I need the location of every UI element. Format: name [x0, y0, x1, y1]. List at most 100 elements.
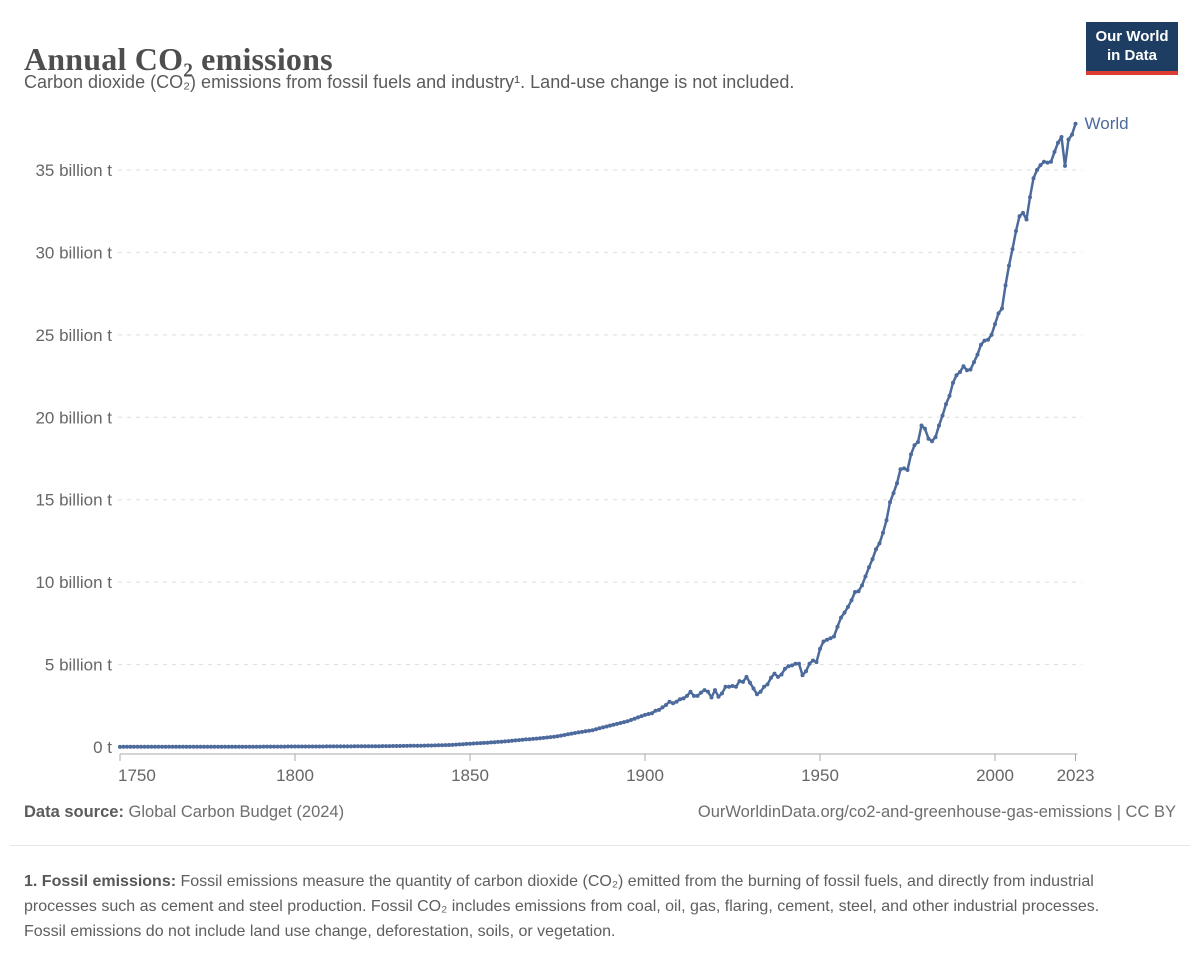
data-point-marker	[331, 744, 336, 749]
data-point-marker	[993, 322, 997, 327]
owid-logo[interactable]: Our World in Data	[1086, 22, 1178, 75]
data-point-marker	[142, 744, 147, 749]
data-point-marker	[1063, 163, 1067, 168]
data-point-marker	[440, 743, 444, 748]
y-axis-tick-label: 20 billion t	[35, 408, 112, 427]
data-point-marker	[1038, 163, 1043, 168]
series-label-world[interactable]: World	[1085, 114, 1129, 133]
data-point-marker	[769, 675, 773, 680]
data-point-marker	[1066, 137, 1071, 142]
data-point-marker	[247, 744, 252, 749]
data-point-marker	[674, 699, 679, 704]
data-point-marker	[618, 721, 623, 725]
data-point-marker	[282, 744, 287, 749]
data-point-marker	[398, 744, 402, 748]
data-point-marker	[580, 729, 584, 734]
data-point-marker	[1059, 135, 1064, 139]
data-point-marker	[1073, 121, 1078, 126]
data-point-marker	[629, 718, 633, 722]
data-point-marker	[884, 518, 889, 523]
data-point-marker	[569, 731, 574, 736]
data-point-marker	[685, 693, 689, 698]
data-point-marker	[821, 639, 826, 644]
y-axis-tick-label: 30 billion t	[35, 243, 112, 262]
footnote-divider	[10, 845, 1190, 846]
data-point-marker	[608, 723, 612, 728]
data-point-marker	[986, 337, 990, 342]
data-point-marker	[188, 744, 192, 749]
data-point-marker	[944, 402, 948, 407]
data-point-marker	[541, 735, 546, 740]
data-point-marker	[195, 744, 199, 749]
data-point-marker	[359, 744, 364, 749]
data-point-marker	[345, 744, 350, 749]
data-point-marker	[909, 452, 913, 457]
data-point-marker	[996, 311, 1001, 316]
data-point-marker	[643, 712, 647, 717]
data-point-marker	[709, 695, 714, 700]
data-point-marker	[538, 736, 542, 741]
data-point-marker	[296, 744, 301, 749]
data-point-marker	[1010, 247, 1015, 252]
data-point-marker	[170, 744, 175, 749]
data-source-value: Global Carbon Budget (2024)	[123, 803, 345, 821]
data-point-marker	[594, 727, 598, 732]
data-point-marker	[636, 715, 640, 720]
data-point-marker	[118, 744, 122, 749]
data-point-marker	[198, 744, 203, 749]
data-point-marker	[433, 743, 437, 748]
data-point-marker	[303, 744, 308, 749]
data-point-marker	[972, 360, 976, 365]
data-point-marker	[244, 744, 248, 749]
data-point-marker	[657, 707, 661, 712]
data-point-marker	[415, 743, 420, 748]
data-point-marker	[667, 699, 672, 704]
data-point-marker	[737, 679, 742, 684]
data-point-marker	[177, 744, 182, 749]
data-point-marker	[881, 530, 885, 535]
data-point-marker	[275, 744, 280, 749]
data-point-marker	[811, 658, 815, 663]
data-point-marker	[692, 693, 696, 698]
data-point-marker	[394, 744, 399, 748]
data-point-marker	[625, 719, 630, 724]
data-point-marker	[797, 661, 801, 666]
data-point-marker	[366, 744, 371, 749]
emissions-line-chart[interactable]: 0 t 5 billion t 10 billion t 15 billion t 20…	[0, 110, 1200, 795]
data-point-marker	[223, 744, 227, 749]
data-point-marker	[1070, 132, 1074, 137]
x-axis-tick-label: 1950	[801, 766, 839, 785]
data-point-marker	[338, 744, 343, 749]
y-axis-tick-label: 25 billion t	[35, 326, 112, 345]
data-point-marker	[258, 744, 262, 749]
data-point-marker	[783, 666, 787, 671]
data-point-marker	[681, 696, 686, 701]
data-point-marker	[702, 688, 707, 693]
data-point-marker	[842, 610, 847, 615]
data-point-marker	[566, 732, 570, 737]
data-point-marker	[128, 744, 133, 749]
data-point-marker	[520, 737, 525, 742]
data-point-marker	[202, 744, 206, 749]
data-point-marker	[412, 743, 416, 748]
data-point-marker	[954, 373, 959, 378]
data-source: Data source: Global Carbon Budget (2024)	[24, 803, 344, 822]
data-point-marker	[125, 744, 129, 749]
data-point-marker	[933, 435, 938, 440]
data-point-marker	[751, 686, 756, 691]
data-point-marker	[146, 744, 150, 749]
y-axis-tick-label: 5 billion t	[45, 656, 112, 675]
canonical-link[interactable]: OurWorldinData.org/co2-and-greenhouse-ga…	[697, 803, 1176, 821]
data-point-marker	[741, 679, 745, 684]
world-data-line[interactable]	[118, 122, 1077, 749]
data-point-marker	[611, 722, 616, 727]
data-point-marker	[590, 728, 595, 733]
data-point-marker	[597, 726, 602, 731]
data-point-marker	[965, 368, 969, 373]
data-point-marker	[251, 744, 255, 749]
data-point-marker	[265, 744, 269, 749]
data-point-marker	[289, 744, 294, 749]
data-point-marker	[790, 663, 794, 668]
data-point-marker	[891, 491, 896, 496]
data-point-marker	[825, 637, 829, 642]
